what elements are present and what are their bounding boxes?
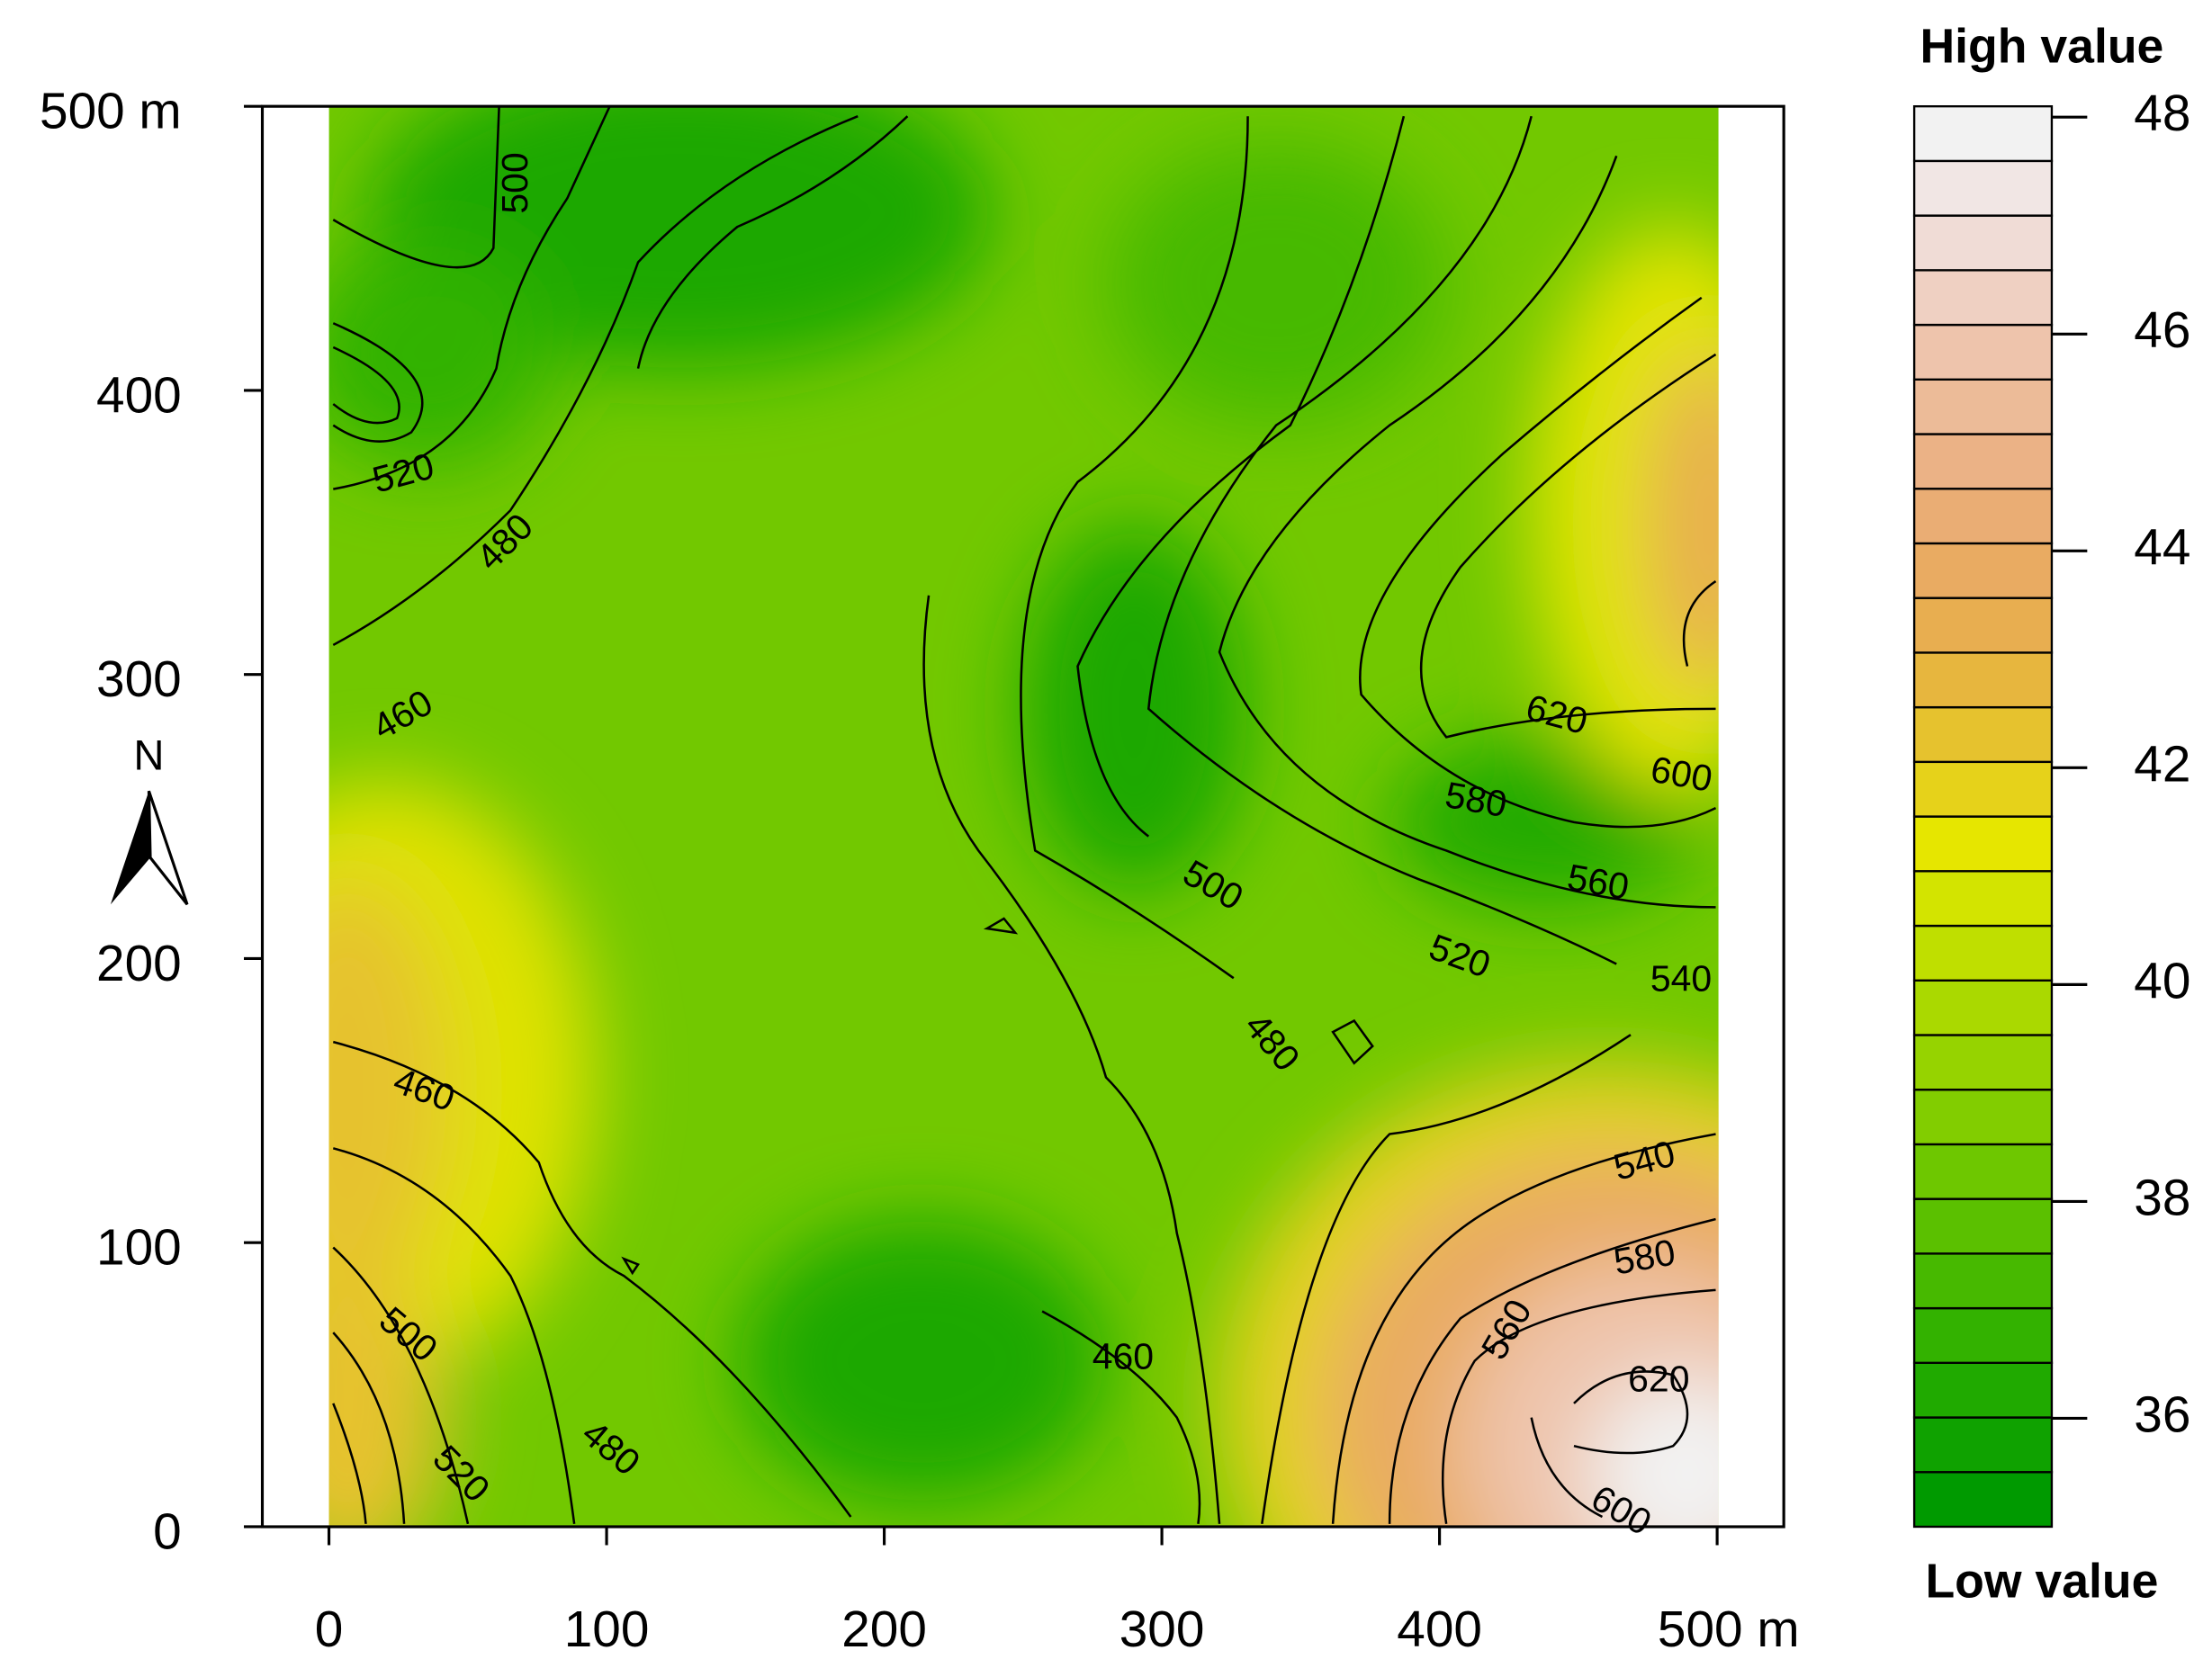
colorbar-band xyxy=(1912,815,2054,873)
colorbar-tick-label: 38 xyxy=(2134,1170,2190,1226)
colorbar-band xyxy=(1912,1143,2054,1200)
colorbar-band xyxy=(1912,433,2054,490)
colorbar-band xyxy=(1912,924,2054,982)
colorbar-tick-label: 44 xyxy=(2134,519,2190,576)
colorbar-tick-label: 40 xyxy=(2134,953,2190,1009)
x-tick-label: 300 xyxy=(1119,1601,1205,1658)
colorbar-band xyxy=(1912,1034,2054,1091)
colorbar-band xyxy=(1912,705,2054,764)
colorbar-tick-label: 42 xyxy=(2134,736,2190,793)
y-tick-label: 100 xyxy=(96,1220,182,1277)
contour-label: 600 xyxy=(1648,749,1715,800)
contour-label: 460 xyxy=(1093,1335,1154,1377)
colorbar-band xyxy=(1912,870,2054,928)
contour-label: 560 xyxy=(1564,856,1632,908)
contour-label: 580 xyxy=(1443,774,1510,825)
colorbar-band xyxy=(1912,1252,2054,1310)
x-tick-label: 500 m xyxy=(1658,1601,1800,1658)
y-tick-label: 500 m xyxy=(40,84,182,140)
contour-lines xyxy=(332,105,1717,1525)
north-label: N xyxy=(133,731,164,779)
x-tick-label: 400 xyxy=(1397,1601,1482,1658)
colorbar-band xyxy=(1912,214,2054,272)
north-arrow: N xyxy=(110,731,189,906)
colorbar-band xyxy=(1912,323,2054,381)
colorbar-band xyxy=(1912,1306,2054,1364)
colorbar-tick-label: 36 xyxy=(2134,1386,2190,1443)
y-tick-label: 300 xyxy=(96,651,182,708)
north-arrow-left xyxy=(110,791,151,905)
colorbar-band xyxy=(1912,488,2054,545)
x-tick-label: 200 xyxy=(841,1601,927,1658)
x-tick-label: 0 xyxy=(315,1601,344,1658)
colorbar-band xyxy=(1912,269,2054,327)
colorbar-band xyxy=(1912,1361,2054,1419)
colorbar-band xyxy=(1912,542,2054,599)
plot-frame xyxy=(260,104,1785,1529)
colorbar-band xyxy=(1912,651,2054,709)
x-tick-label: 100 xyxy=(564,1601,650,1658)
colorbar-band xyxy=(1912,1089,2054,1146)
colorbar-band xyxy=(1912,596,2054,654)
contour-label: 500 xyxy=(494,152,535,213)
colorbar-band xyxy=(1912,159,2054,217)
colorbar-tick-label: 46 xyxy=(2134,302,2190,359)
y-tick-label: 400 xyxy=(96,367,182,424)
colorbar-band xyxy=(1912,760,2054,818)
colorbar-band xyxy=(1912,979,2054,1036)
colorbar-band xyxy=(1912,378,2054,435)
contour-label: 540 xyxy=(1650,958,1712,1000)
colorbar-tick-label: 48 xyxy=(2134,85,2190,142)
colorbar-title-top: High value xyxy=(1920,20,2163,73)
colorbar-title-bottom: Low value xyxy=(1925,1556,2158,1609)
colorbar-band xyxy=(1912,104,2054,163)
north-arrow-right xyxy=(147,790,189,906)
colorbar-band xyxy=(1912,1416,2054,1474)
y-tick-label: 200 xyxy=(96,936,182,992)
colorbar-band xyxy=(1912,1471,2054,1529)
colorbar-band xyxy=(1912,1197,2054,1255)
y-tick-label: 0 xyxy=(153,1503,182,1560)
contour-label: 620 xyxy=(1628,1359,1689,1400)
